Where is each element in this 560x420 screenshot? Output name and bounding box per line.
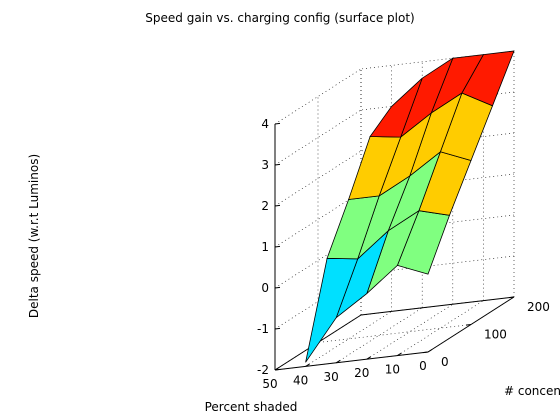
surface-cell [305, 257, 359, 363]
grid-line [360, 50, 515, 70]
z-tick-mark [274, 245, 281, 248]
y-tick-label: 0 [441, 355, 449, 369]
x-tick-mark [366, 356, 372, 360]
surface-cell [369, 77, 423, 138]
x-axis-line [274, 351, 429, 371]
z-tick-mark [274, 122, 281, 125]
x-tick-label: 10 [385, 363, 400, 377]
x-tick-mark [397, 352, 402, 357]
tick-labels: 0 10 20 30 40 50 0 100 200 -2 -1 0 1 2 3 4 [257, 117, 550, 391]
z-tick-label: 3 [261, 158, 269, 172]
x-tick-label: 40 [293, 373, 308, 387]
z-tick-label: -1 [257, 322, 269, 336]
y-tick-mark [508, 296, 515, 299]
z-tick-label: 1 [261, 240, 269, 254]
chart-title: Speed gain vs. charging config (surface … [145, 11, 414, 25]
y-tick-mark [465, 324, 472, 326]
x-axis-label: Percent shaded [205, 400, 298, 414]
y-axis-label: # concentrators [504, 384, 560, 398]
z-axis-label: Delta speed (w.r.t Luminos) [27, 154, 41, 318]
x-tick-label: 20 [354, 366, 369, 380]
z-tick-label: -2 [257, 363, 269, 377]
y-tick-label: 100 [484, 328, 507, 342]
box-edge [360, 296, 515, 316]
x-tick-mark [305, 363, 310, 367]
y-tick-label: 200 [527, 300, 550, 314]
z-tick-label: 0 [261, 281, 269, 295]
surface [305, 50, 515, 363]
grid-line [274, 68, 362, 125]
x-tick-label: 50 [262, 377, 277, 391]
z-tick-mark [274, 204, 281, 207]
grid-line [317, 324, 472, 343]
grid-line [360, 91, 515, 111]
z-tick-label: 2 [261, 199, 269, 213]
z-tick-mark [274, 327, 281, 330]
x-tick-label: 30 [324, 370, 339, 384]
z-tick-label: 4 [261, 117, 269, 131]
y-tick-mark [422, 351, 429, 354]
x-tick-label: 0 [419, 359, 427, 373]
z-tick-mark [274, 163, 281, 166]
x-tick-mark [427, 349, 433, 353]
z-tick-mark [274, 368, 281, 371]
z-tick-mark [274, 286, 281, 289]
x-tick-mark [335, 359, 341, 364]
